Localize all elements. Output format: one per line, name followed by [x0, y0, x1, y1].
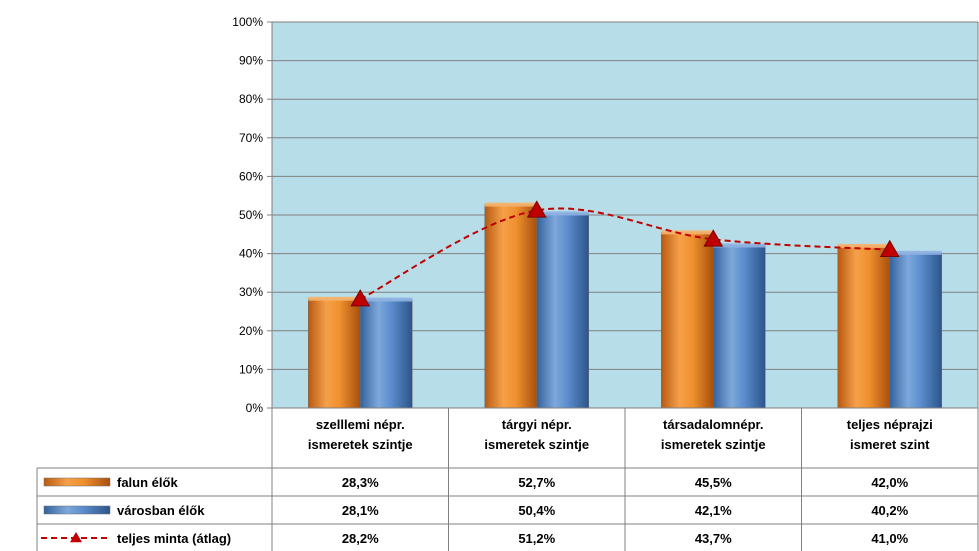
bar-varosban [360, 299, 413, 409]
average-marker [703, 229, 724, 247]
category-label: ismeretek szintje [484, 437, 589, 452]
series-name: falun élők [117, 475, 178, 490]
y-tick-label: 10% [239, 362, 263, 376]
table-cell-value: 28,3% [342, 475, 379, 490]
category-label: társadalomnépr. [663, 417, 763, 432]
table-cell-value: 41,0% [871, 531, 908, 546]
bar-top [713, 243, 766, 248]
table-cell-value: 42,0% [871, 475, 908, 490]
y-tick-label: 70% [239, 131, 263, 145]
y-tick-label: 90% [239, 54, 263, 68]
bar-falun [837, 245, 890, 409]
bar-top [661, 230, 714, 235]
bar-varosban [713, 245, 766, 409]
table-cell-value: 42,1% [695, 503, 732, 518]
table-cell-value: 45,5% [695, 475, 732, 490]
bar-top [360, 297, 413, 302]
y-tick-label: 30% [239, 285, 263, 299]
y-tick-label: 100% [232, 15, 263, 29]
category-label: teljes néprajzi [847, 417, 933, 432]
y-tick-label: 80% [239, 92, 263, 106]
average-line [359, 207, 890, 301]
bar-top [536, 211, 589, 216]
bar-top [484, 202, 537, 207]
bar-top [837, 243, 890, 248]
bar-varosban [889, 252, 942, 409]
y-tick-label: 20% [239, 324, 263, 338]
y-tick-label: 60% [239, 169, 263, 183]
bar-falun [661, 232, 714, 409]
bar-varosban [536, 213, 589, 409]
y-tick-label: 40% [239, 247, 263, 261]
average-marker [526, 200, 547, 218]
table-cell-value: 51,2% [518, 531, 555, 546]
table-cell-value: 40,2% [871, 503, 908, 518]
category-label: ismeretek szintje [308, 437, 413, 452]
category-label: tárgyi népr. [502, 417, 572, 432]
category-label: ismeretek szintje [661, 437, 766, 452]
bar-falun [484, 204, 537, 409]
category-label: szelllemi népr. [316, 417, 405, 432]
table-cell-value: 43,7% [695, 531, 732, 546]
y-tick-label: 50% [239, 208, 263, 222]
category-label: ismeret szint [850, 437, 930, 452]
bar-falun [308, 298, 361, 409]
table-cell-value: 50,4% [518, 503, 555, 518]
legend-key-varosban [43, 505, 111, 515]
bar-top [889, 250, 942, 255]
series-name: teljes minta (átlag) [117, 531, 231, 546]
series-name: városban élők [117, 503, 205, 518]
average-marker [350, 289, 371, 307]
y-tick-label: 0% [246, 401, 264, 415]
table-cell-value: 28,1% [342, 503, 379, 518]
table-cell-value: 28,2% [342, 531, 379, 546]
average-marker [879, 239, 900, 257]
legend-key-falun [43, 477, 111, 487]
legend-key-marker [70, 532, 82, 543]
table-cell-value: 52,7% [518, 475, 555, 490]
bar-top [308, 296, 361, 301]
